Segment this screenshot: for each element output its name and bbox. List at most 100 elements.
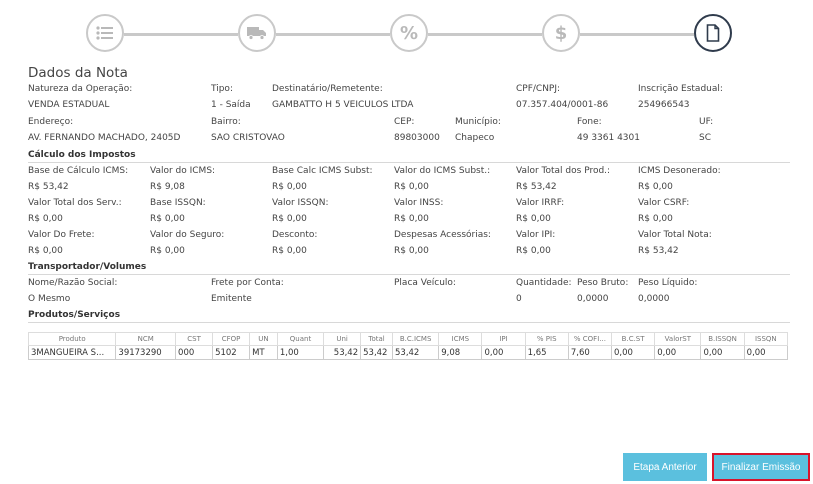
step-connector [276, 33, 390, 36]
step-list[interactable] [86, 14, 124, 52]
imposto-label: Valor INSS: [394, 198, 444, 208]
column-header[interactable]: CST [175, 332, 214, 346]
endereco-value: AV. FERNANDO MACHADO, 2405D [28, 133, 181, 143]
imposto-value: R$ 0,00 [638, 182, 673, 192]
step-connector [428, 33, 542, 36]
column-header[interactable]: ICMS [438, 332, 483, 346]
step-transport[interactable] [238, 14, 276, 52]
endereco-label: Endereço: [28, 117, 74, 127]
imposto-label: Valor Total dos Serv.: [28, 198, 122, 208]
frete-value: Emitente [211, 294, 252, 304]
imposto-label: ICMS Desonerado: [638, 166, 721, 176]
nome-label: Nome/Razão Social: [28, 278, 118, 288]
column-header[interactable]: Total [360, 332, 393, 346]
column-header[interactable]: ISSQN [743, 332, 789, 346]
imposto-label: Desconto: [272, 230, 318, 240]
peso-bruto-label: Peso Bruto: [577, 278, 629, 288]
table-cell: 000 [175, 345, 214, 360]
column-header[interactable]: Quant [276, 332, 325, 346]
ie-value: 254966543 [638, 100, 690, 110]
tipo-value: 1 - Saída [211, 100, 251, 110]
imposto-label: Base ISSQN: [150, 198, 206, 208]
natureza-label: Natureza da Operação: [28, 84, 133, 94]
column-header[interactable]: Produto [27, 332, 117, 346]
column-header[interactable]: IPI [481, 332, 526, 346]
percent-icon: % [399, 22, 419, 44]
previous-step-button[interactable]: Etapa Anterior [623, 453, 707, 481]
step-document[interactable] [694, 14, 732, 52]
column-header[interactable]: ValorST [654, 332, 702, 346]
cpf-label: CPF/CNPJ: [516, 84, 561, 94]
wizard-stepper: % $ [0, 0, 813, 60]
imposto-value: R$ 0,00 [272, 246, 307, 256]
column-header[interactable]: B.C.ICMS [391, 332, 440, 346]
step-payment[interactable]: $ [542, 14, 580, 52]
imposto-label: Base de Cálculo ICMS: [28, 166, 129, 176]
column-header[interactable]: % PIS [524, 332, 569, 346]
imposto-label: Valor IPI: [516, 230, 556, 240]
imposto-value: R$ 0,00 [28, 214, 63, 224]
table-cell: 0,00 [481, 345, 526, 360]
peso-liquido-label: Peso Líquido: [638, 278, 698, 288]
bairro-label: Bairro: [211, 117, 241, 127]
step-connector [580, 33, 694, 36]
imposto-value: R$ 0,00 [394, 214, 429, 224]
natureza-value: VENDA ESTADUAL [28, 100, 110, 110]
table-row[interactable]: 3MANGUEIRA S... 39173290 000 5102 MT 1,0… [27, 345, 789, 360]
imposto-value: R$ 0,00 [394, 182, 429, 192]
truck-icon [247, 27, 266, 40]
table-cell: 7,60 [567, 345, 613, 360]
imposto-label: Valor do Seguro: [150, 230, 225, 240]
imposto-label: Valor IRRF: [516, 198, 565, 208]
section-transportador: Transportador/Volumes [28, 262, 790, 275]
column-header[interactable]: NCM [115, 332, 177, 346]
table-cell: 53,42 [360, 345, 393, 360]
uf-label: UF: [699, 117, 714, 127]
imposto-value: R$ 0,00 [638, 214, 673, 224]
table-cell: 0,00 [654, 345, 702, 360]
table-cell: 1,00 [276, 345, 325, 360]
table-header-row: Produto NCM CST CFOP UN Quant Uni Total … [27, 332, 789, 346]
column-header[interactable]: % COFI... [567, 332, 613, 346]
table-cell: MT [249, 345, 278, 360]
imposto-label: Valor Total Nota: [638, 230, 712, 240]
imposto-value: R$ 0,00 [150, 214, 185, 224]
imposto-value: R$ 0,00 [516, 246, 551, 256]
imposto-value: R$ 0,00 [272, 214, 307, 224]
table-cell: 0,00 [700, 345, 745, 360]
imposto-label: Valor do ICMS Subst.: [394, 166, 491, 176]
table-cell: 1,65 [524, 345, 569, 360]
imposto-label: Valor CSRF: [638, 198, 690, 208]
list-icon [96, 26, 113, 40]
destinatario-value: GAMBATTO H 5 VEICULOS LTDA [272, 100, 414, 110]
nome-value: O Mesmo [28, 294, 71, 304]
uf-value: SC [699, 133, 711, 143]
column-header[interactable]: Uni [323, 332, 362, 346]
imposto-label: Valor Do Frete: [28, 230, 95, 240]
step-connector [124, 33, 238, 36]
imposto-value: R$ 53,42 [516, 182, 557, 192]
step-taxes[interactable]: % [390, 14, 428, 52]
imposto-value: R$ 53,42 [28, 182, 69, 192]
column-header[interactable]: CFOP [212, 332, 251, 346]
ie-label: Inscrição Estadual: [638, 84, 723, 94]
column-header[interactable]: UN [249, 332, 278, 346]
imposto-value: R$ 0,00 [516, 214, 551, 224]
quantidade-value: 0 [516, 294, 522, 304]
products-table: Produto NCM CST CFOP UN Quant Uni Total … [27, 332, 789, 360]
imposto-value: R$ 53,42 [638, 246, 679, 256]
column-header[interactable]: B.C.ST [611, 332, 656, 346]
column-header[interactable]: B.ISSQN [700, 332, 745, 346]
bairro-value: SAO CRISTOVAO [211, 133, 285, 143]
imposto-value: R$ 0,00 [28, 246, 63, 256]
peso-bruto-value: 0,0000 [577, 294, 609, 304]
fone-value: 49 3361 4301 [577, 133, 640, 143]
dollar-icon: $ [554, 22, 568, 44]
finish-emission-button[interactable]: Finalizar Emissão [712, 453, 810, 481]
section-produtos: Produtos/Serviços [28, 310, 790, 323]
table-cell: 9,08 [438, 345, 483, 360]
fone-label: Fone: [577, 117, 602, 127]
imposto-value: R$ 0,00 [150, 246, 185, 256]
tipo-label: Tipo: [211, 84, 233, 94]
imposto-value: R$ 9,08 [150, 182, 185, 192]
